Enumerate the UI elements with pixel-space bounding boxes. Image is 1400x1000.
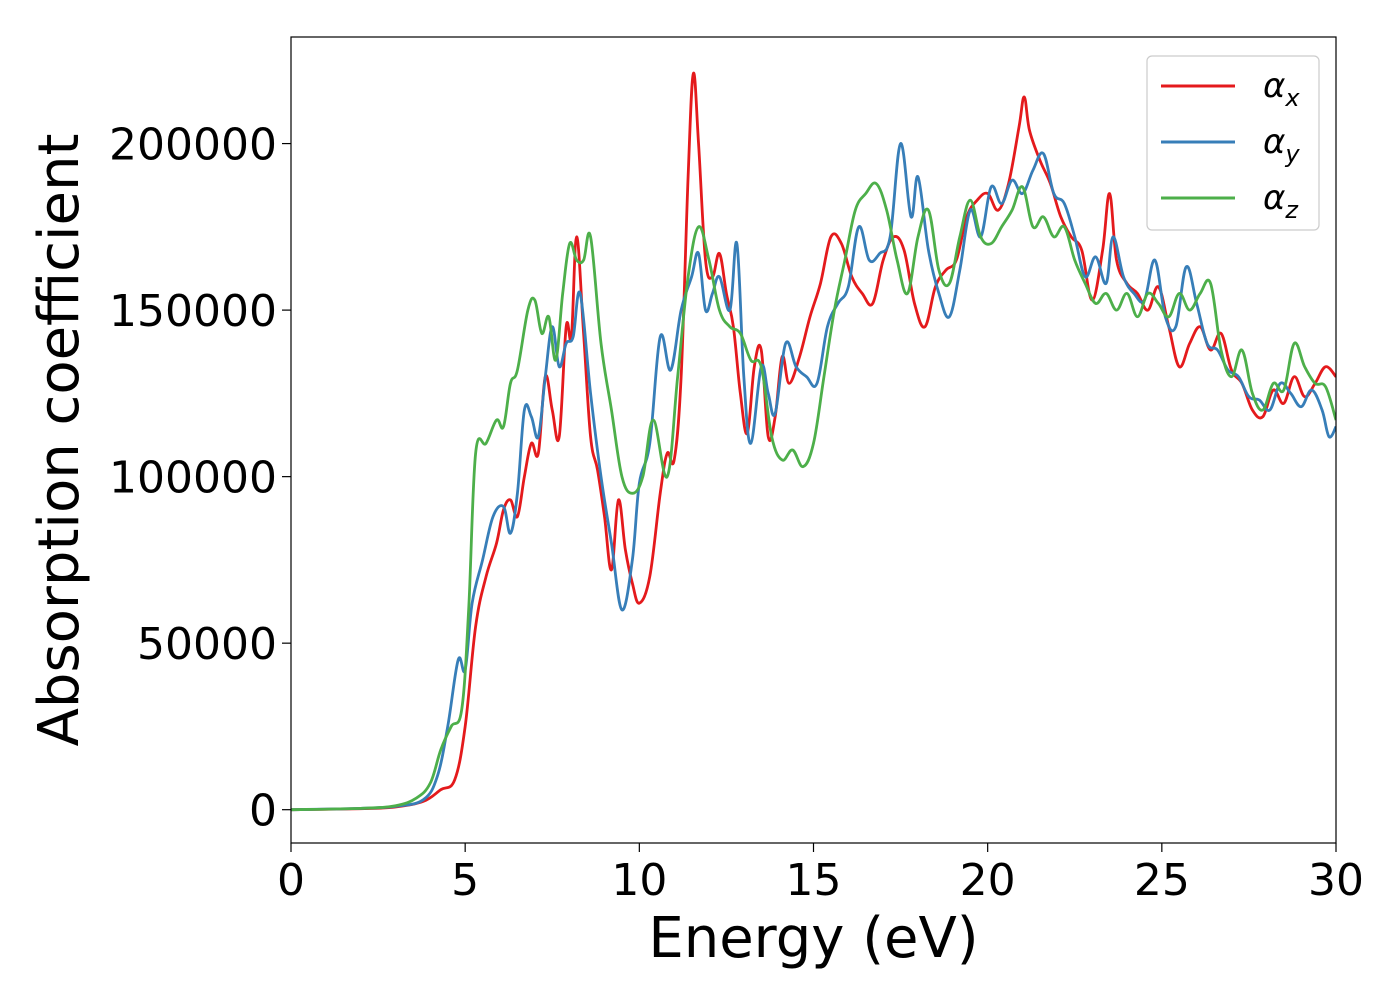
legend-label-x: αx (1263, 66, 1300, 112)
series-line-z (291, 181, 1336, 812)
y-tick-label: 100000 (109, 453, 277, 504)
x-tick-label: 30 (1308, 855, 1364, 906)
x-tick-label: 5 (451, 855, 479, 906)
legend-label-y: αy (1263, 122, 1300, 168)
x-tick-label: 0 (277, 855, 305, 906)
y-tick-label: 150000 (109, 286, 277, 337)
y-axis-label: Absorption coefficient (27, 134, 92, 747)
legend: αx αy αz (1146, 55, 1320, 231)
series-line-x (291, 71, 1336, 812)
x-tick-label: 15 (786, 855, 842, 906)
x-axis: 0 5 10 15 20 25 30 (277, 843, 1364, 906)
y-tick-label: 200000 (109, 120, 277, 171)
series-layer (291, 71, 1336, 812)
x-axis-label: Energy (eV) (648, 906, 978, 971)
x-tick-label: 25 (1134, 855, 1190, 906)
x-tick-label: 20 (960, 855, 1016, 906)
y-tick-label: 0 (249, 786, 277, 837)
series-line-y (291, 142, 1336, 812)
legend-label-z: αz (1263, 178, 1299, 224)
x-tick-label: 10 (611, 855, 667, 906)
y-axis: 0 50000 100000 150000 200000 (109, 120, 291, 837)
y-tick-label: 50000 (137, 619, 277, 670)
